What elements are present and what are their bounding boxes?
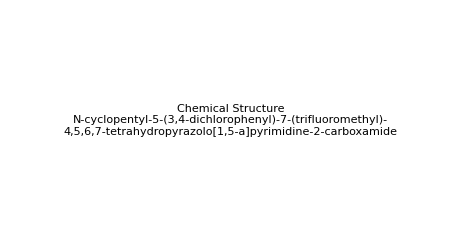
Text: Chemical Structure
N-cyclopentyl-5-(3,4-dichlorophenyl)-7-(trifluoromethyl)-
4,5: Chemical Structure N-cyclopentyl-5-(3,4-… xyxy=(63,104,398,137)
